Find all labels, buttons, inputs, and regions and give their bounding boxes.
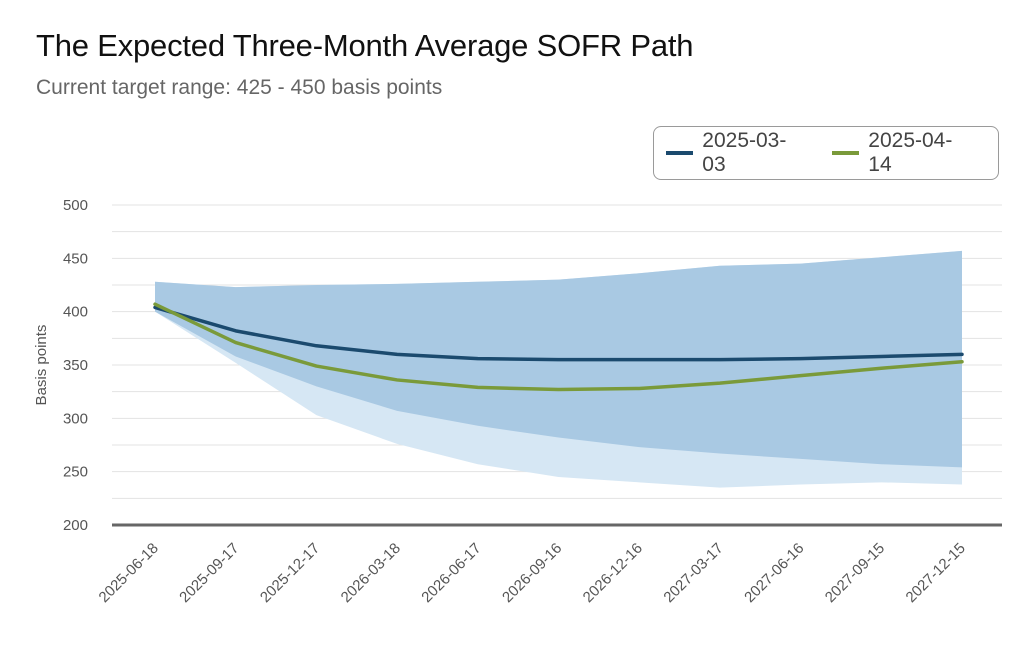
legend-swatch-series-1 xyxy=(666,151,694,155)
legend-swatch-series-2 xyxy=(832,151,860,155)
y-tick-labels: 200 250 300 350 400 450 500 xyxy=(63,197,88,534)
x-tick-label: 2026-12-16 xyxy=(580,540,646,606)
legend: 2025-03-03 2025-04-14 xyxy=(653,126,999,180)
x-tick-label: 2025-12-17 xyxy=(257,540,323,606)
x-tick-label: 2026-06-17 xyxy=(418,540,484,606)
y-tick-label: 500 xyxy=(63,197,88,214)
uncertainty-bands xyxy=(155,250,962,488)
x-tick-label: 2026-09-16 xyxy=(499,540,565,606)
legend-item-series-2[interactable]: 2025-04-14 xyxy=(832,129,966,177)
y-tick-label: 300 xyxy=(63,410,88,427)
legend-item-series-1[interactable]: 2025-03-03 xyxy=(666,129,800,177)
legend-label-series-2: 2025-04-14 xyxy=(868,129,953,176)
x-tick-labels: 2025-06-18 2025-09-17 2025-12-17 2026-03-18… xyxy=(96,540,969,606)
x-tick-label: 2027-06-16 xyxy=(741,540,807,606)
series-line-2 xyxy=(153,302,964,392)
x-tick-label: 2025-06-18 xyxy=(96,540,162,606)
x-tick-label: 2027-09-15 xyxy=(822,540,888,606)
y-axis-label: Basis points xyxy=(33,325,50,406)
x-tick-label: 2027-03-17 xyxy=(660,540,726,606)
x-tick-label: 2026-03-18 xyxy=(338,540,404,606)
y-tick-label: 350 xyxy=(63,357,88,374)
x-tick-label: 2025-09-17 xyxy=(176,540,242,606)
chart-subtitle: Current target range: 425 - 450 basis po… xyxy=(36,76,443,99)
y-tick-label: 450 xyxy=(63,250,88,267)
legend-label-series-1: 2025-03-03 xyxy=(702,129,787,176)
chart-title: The Expected Three-Month Average SOFR Pa… xyxy=(36,28,694,63)
y-tick-label: 200 xyxy=(63,517,88,534)
x-tick-label: 2027-12-15 xyxy=(903,540,969,606)
series-lines xyxy=(153,302,964,392)
y-tick-label: 250 xyxy=(63,464,88,481)
series-line-1 xyxy=(153,305,964,362)
y-tick-label: 400 xyxy=(63,304,88,321)
